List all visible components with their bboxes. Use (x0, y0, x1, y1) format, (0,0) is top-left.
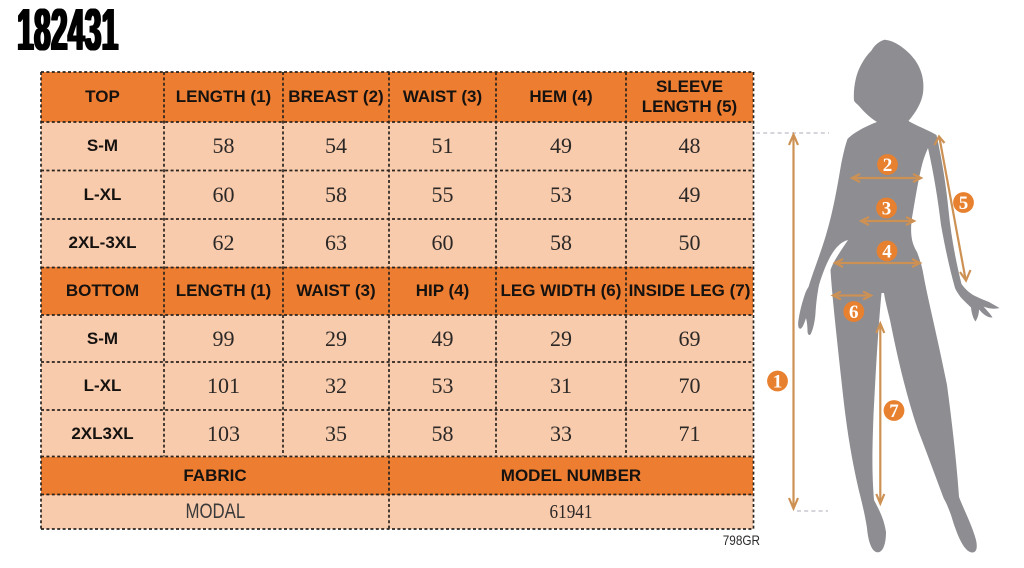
svg-text:1: 1 (773, 372, 783, 393)
svg-text:5: 5 (959, 193, 969, 214)
svg-text:4: 4 (882, 242, 892, 263)
svg-text:7: 7 (889, 401, 899, 422)
svg-text:3: 3 (882, 199, 892, 220)
svg-text:6: 6 (849, 302, 859, 323)
svg-text:2: 2 (883, 155, 893, 176)
